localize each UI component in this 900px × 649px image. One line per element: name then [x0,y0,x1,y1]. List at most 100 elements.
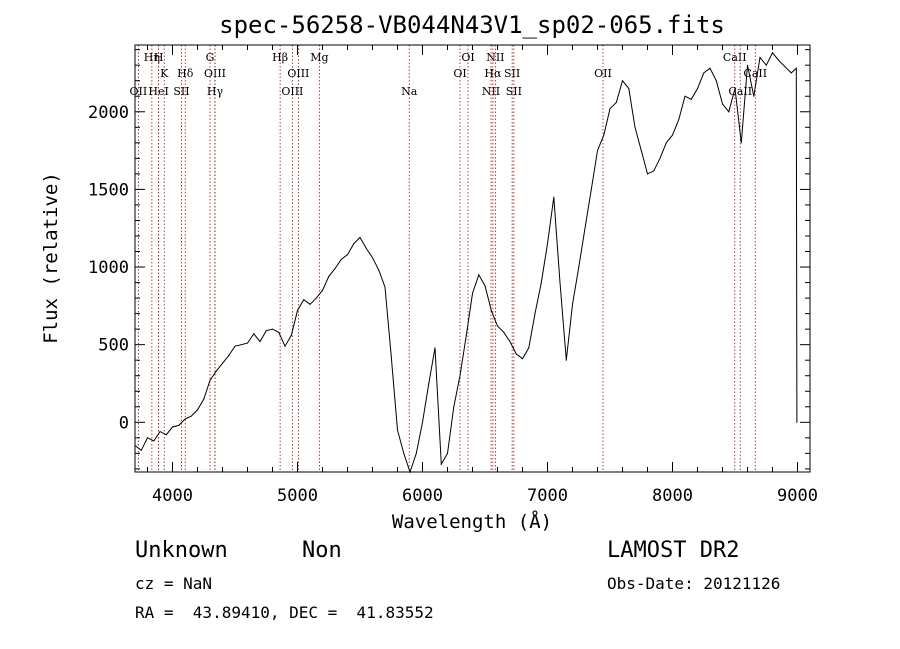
series-point [734,87,736,89]
spectral-line-label: OI [453,67,466,80]
series-point [303,299,305,301]
series-point [784,66,786,68]
series-point [647,173,648,175]
series-point [509,341,511,343]
y-tick-label: 1000 [88,258,129,278]
series-point [422,421,423,423]
series-point [172,426,173,428]
series-point [778,60,780,62]
series-point [540,282,542,284]
series-point [609,108,611,110]
series-point [403,452,405,454]
series-point [384,286,386,288]
series-point [565,359,567,361]
spectral-line-label: SII [504,67,520,80]
series-point [765,64,767,66]
series-point [703,72,705,74]
chart-title: spec-56258-VB044N43V1_sp02-065.fits [219,11,725,39]
series-point [265,330,267,332]
series-point [253,333,255,335]
series-point [472,292,473,294]
series-point [465,334,467,336]
series-point [772,52,773,54]
series-point [322,289,323,291]
series-point [659,157,661,159]
coordinates-label: RA = 43.89410, DEC = 41.83552 [135,603,434,622]
series-point [365,247,367,249]
class-label: Unknown [135,538,228,563]
series-point [590,188,592,190]
series-point [378,269,380,271]
spectral-line-label: K [160,67,169,80]
series-point [484,285,486,287]
series-point [459,375,461,377]
series-point [159,431,161,433]
series-point [572,303,573,305]
x-tick-label: 6000 [402,486,443,506]
series-point [653,170,655,172]
series-point [140,449,142,451]
plot-frame [134,44,811,473]
series-point [197,409,198,411]
series-point [678,119,680,121]
series-point [490,310,492,312]
series-point [247,342,248,344]
series-point [397,429,398,431]
spectral-line-label: OII [130,85,148,98]
spectral-line-label: CaII [743,67,767,80]
series-point [628,87,630,89]
spectral-line-label: Hη [144,51,160,64]
series-point [478,274,480,276]
series-point [415,452,417,454]
spectral-line-label: NII [482,85,500,98]
series-point [234,345,236,347]
spectral-line-label: SII [173,85,189,98]
series-point [722,103,723,105]
obs-date-label: Obs-Date: 20121126 [607,574,781,593]
series-point [795,67,797,69]
series-point [428,382,430,384]
series-point [640,150,642,152]
x-tick-label: 5000 [277,486,318,506]
axis-ticks: 4000 5000 6000 7000 8000 9000 0 500 1000 1500 2000 [88,45,818,506]
x-tick-label: 7000 [527,486,568,506]
series-point [603,134,605,136]
spectral-line-label: CaII [728,85,752,98]
series-point [184,418,186,420]
series-point [340,258,342,260]
series-point [728,111,730,113]
series-point [278,331,280,333]
series-point [297,310,298,312]
series-point [584,227,586,229]
series-point [178,424,180,426]
spectral-line-label: OI [461,51,474,64]
series-point [665,142,667,144]
series-point [553,196,555,198]
series-point [622,80,623,82]
spectral-line-label: Hδ [177,67,194,80]
spectral-line-label: NII [486,51,504,64]
series-point [528,347,530,349]
subclass-label: Non [302,538,342,563]
series-point [240,344,242,346]
series-point [740,142,742,144]
series-point [259,341,261,343]
spectral-line-label: G [206,51,215,64]
spectral-line-label: H [154,51,164,64]
spectral-line-label: HeI [148,85,168,98]
series-point [390,356,392,358]
spectral-line-label: CaII [723,51,747,64]
spectral-line-label: Hγ [207,85,224,98]
series-point [334,268,336,270]
x-tick-label: 4000 [152,486,193,506]
x-axis-label: Wavelength (Å) [392,510,552,533]
series-point [715,80,717,82]
spectral-line-label: OII [594,67,612,80]
series-point [578,266,580,268]
series-point [684,95,686,97]
series-point [747,64,748,66]
series-point [790,72,792,74]
series-point [690,98,692,100]
spectral-line-label: SII [506,85,522,98]
series-point [165,434,167,436]
